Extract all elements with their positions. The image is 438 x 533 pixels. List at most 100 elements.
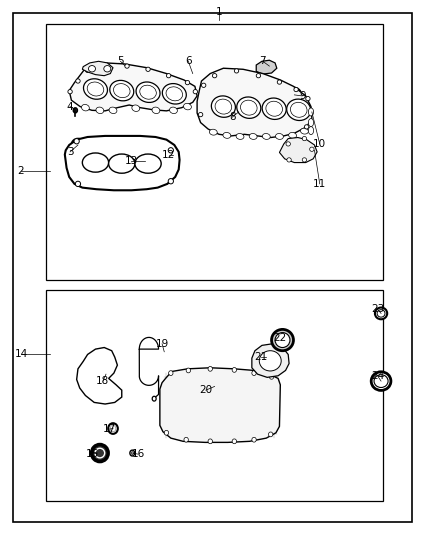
Ellipse shape	[193, 90, 198, 94]
Ellipse shape	[166, 74, 171, 78]
Ellipse shape	[185, 80, 190, 85]
Ellipse shape	[240, 100, 257, 115]
Polygon shape	[252, 344, 289, 377]
Ellipse shape	[82, 153, 109, 172]
Ellipse shape	[84, 79, 107, 99]
Ellipse shape	[286, 142, 290, 146]
Ellipse shape	[289, 90, 298, 100]
Ellipse shape	[125, 64, 129, 68]
Bar	[46, 290, 383, 501]
Ellipse shape	[262, 133, 270, 140]
Text: 10: 10	[313, 139, 326, 149]
Text: 2: 2	[18, 166, 25, 175]
Text: 20: 20	[199, 385, 212, 395]
Polygon shape	[256, 60, 277, 74]
Ellipse shape	[302, 158, 307, 162]
Ellipse shape	[96, 107, 104, 114]
Ellipse shape	[152, 397, 156, 401]
Text: 24: 24	[371, 371, 384, 381]
Ellipse shape	[259, 351, 281, 371]
Ellipse shape	[371, 372, 391, 390]
Ellipse shape	[252, 437, 256, 442]
Text: 18: 18	[96, 376, 110, 386]
Text: 22: 22	[274, 334, 287, 343]
Ellipse shape	[208, 439, 212, 443]
Ellipse shape	[132, 105, 140, 111]
Ellipse shape	[287, 158, 291, 162]
Text: 14: 14	[14, 350, 28, 359]
Ellipse shape	[276, 133, 283, 140]
Text: 23: 23	[371, 304, 384, 314]
Ellipse shape	[87, 82, 104, 96]
Ellipse shape	[108, 423, 118, 434]
Ellipse shape	[110, 425, 116, 432]
Ellipse shape	[236, 133, 244, 140]
Ellipse shape	[131, 452, 133, 454]
Ellipse shape	[75, 181, 81, 187]
Ellipse shape	[113, 84, 130, 98]
Ellipse shape	[234, 69, 239, 73]
Ellipse shape	[74, 139, 79, 144]
Ellipse shape	[95, 448, 105, 458]
Ellipse shape	[212, 96, 235, 117]
Ellipse shape	[215, 99, 232, 114]
Text: 19: 19	[155, 339, 169, 349]
Ellipse shape	[184, 437, 188, 442]
Ellipse shape	[130, 450, 134, 456]
Ellipse shape	[306, 96, 310, 101]
Ellipse shape	[68, 90, 72, 94]
Ellipse shape	[309, 110, 313, 114]
Ellipse shape	[76, 79, 80, 83]
Ellipse shape	[198, 112, 203, 117]
Polygon shape	[82, 61, 113, 76]
Ellipse shape	[302, 136, 307, 141]
Ellipse shape	[269, 374, 274, 379]
Ellipse shape	[208, 367, 212, 372]
Ellipse shape	[266, 101, 283, 116]
Ellipse shape	[201, 83, 206, 87]
Ellipse shape	[170, 107, 177, 114]
Ellipse shape	[277, 80, 282, 84]
Ellipse shape	[308, 126, 314, 134]
Ellipse shape	[300, 128, 308, 134]
Ellipse shape	[262, 98, 286, 119]
Text: 3: 3	[67, 147, 74, 157]
Polygon shape	[160, 368, 280, 442]
Ellipse shape	[73, 108, 77, 112]
Text: 4: 4	[67, 102, 74, 111]
Ellipse shape	[186, 368, 191, 373]
Ellipse shape	[169, 371, 173, 375]
Ellipse shape	[308, 118, 314, 126]
Ellipse shape	[310, 147, 314, 151]
Ellipse shape	[209, 129, 217, 135]
Ellipse shape	[252, 371, 256, 375]
Ellipse shape	[168, 179, 173, 184]
Polygon shape	[69, 63, 197, 111]
Ellipse shape	[268, 432, 273, 437]
Polygon shape	[197, 68, 312, 138]
Ellipse shape	[308, 108, 314, 116]
Text: 6: 6	[185, 56, 192, 66]
Ellipse shape	[140, 85, 156, 99]
Ellipse shape	[374, 375, 388, 387]
Ellipse shape	[249, 133, 257, 140]
Ellipse shape	[275, 333, 290, 348]
Ellipse shape	[109, 154, 135, 173]
Ellipse shape	[304, 125, 309, 129]
Ellipse shape	[289, 132, 297, 139]
Ellipse shape	[135, 154, 161, 173]
Ellipse shape	[232, 439, 237, 443]
Ellipse shape	[136, 82, 160, 102]
Ellipse shape	[287, 99, 311, 120]
Text: 8: 8	[229, 112, 236, 122]
Ellipse shape	[74, 141, 82, 149]
Ellipse shape	[81, 104, 89, 111]
Ellipse shape	[212, 74, 217, 78]
Ellipse shape	[164, 431, 169, 435]
Ellipse shape	[223, 132, 231, 139]
Polygon shape	[65, 136, 180, 190]
Ellipse shape	[294, 87, 298, 92]
Ellipse shape	[109, 107, 117, 114]
Ellipse shape	[152, 107, 160, 114]
Ellipse shape	[272, 329, 293, 351]
